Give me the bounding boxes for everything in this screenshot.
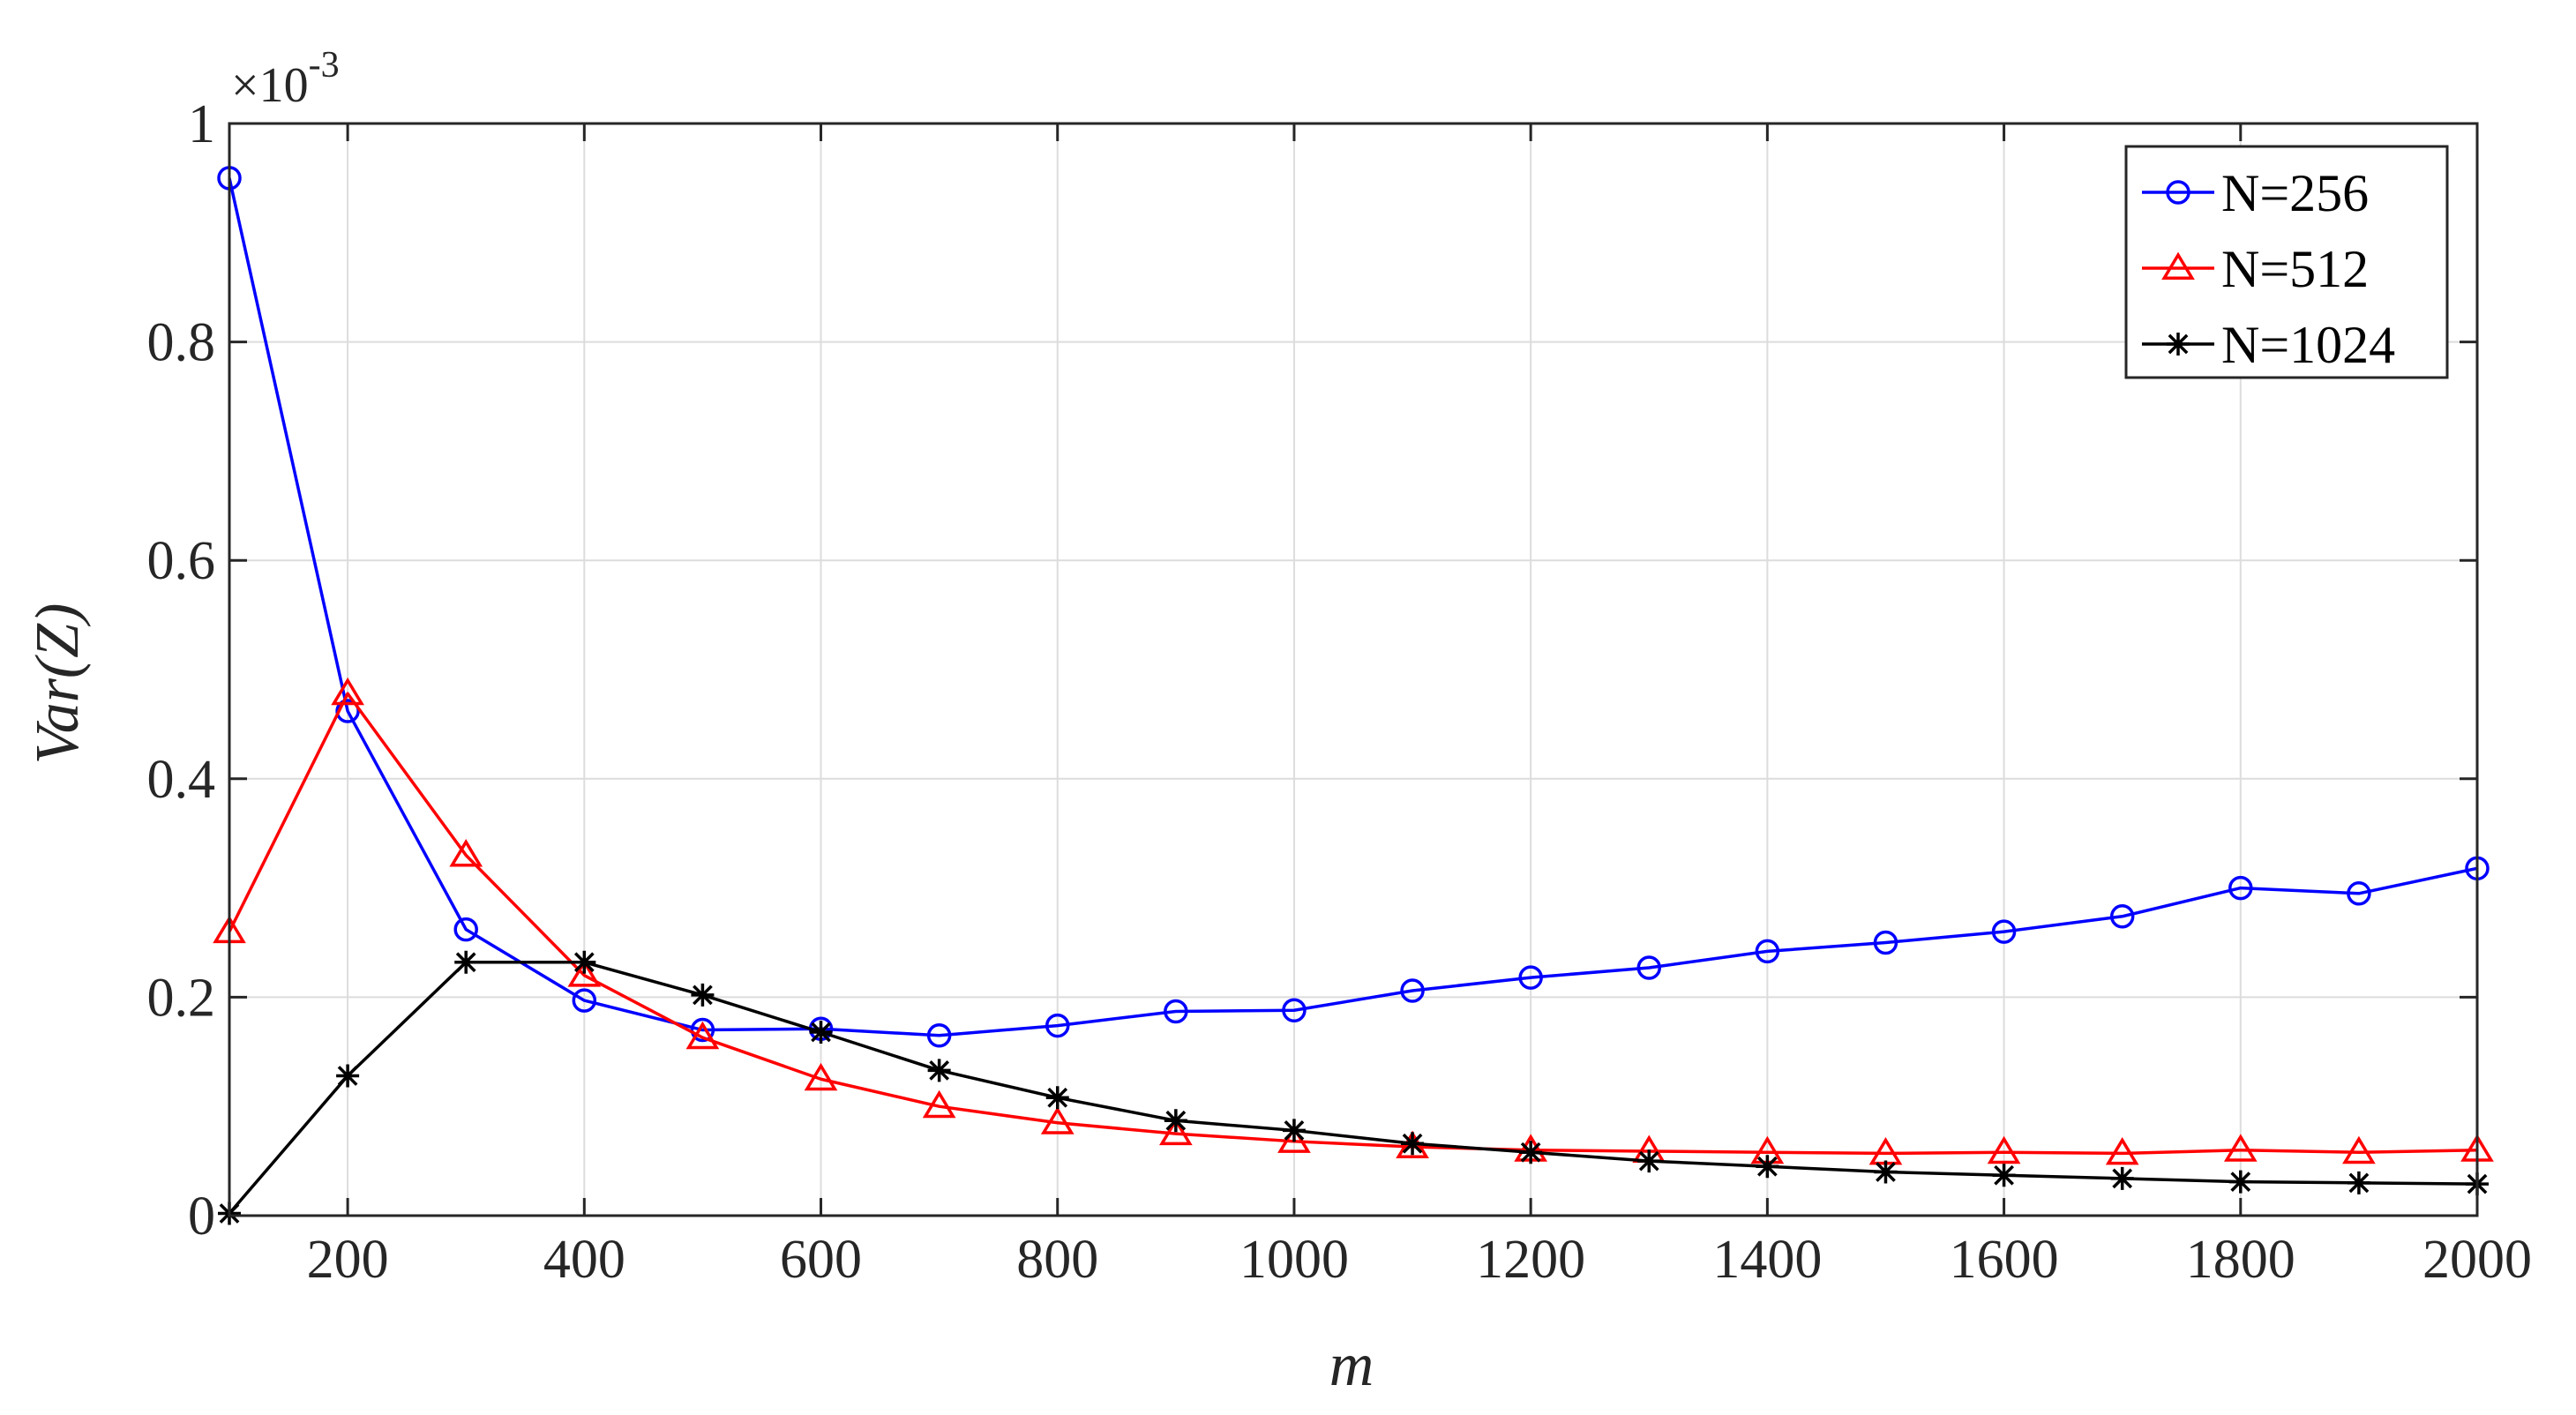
- data-point: [1519, 1141, 1543, 1164]
- x-axis: 200 400 600 800 1000 1200 1400 1600 1800 2000: [307, 124, 2532, 1290]
- data-point: [1040, 1106, 1075, 1134]
- data-point: [1400, 978, 1425, 1003]
- x-tick-label: 200: [307, 1230, 389, 1290]
- data-point: [1873, 930, 1898, 955]
- y-axis-label: Var(Z): [24, 603, 92, 765]
- y-tick-label: 0.4: [147, 750, 216, 810]
- data-point: [809, 1021, 833, 1044]
- plot-frame: [228, 122, 2479, 1217]
- data-point: [926, 1022, 952, 1048]
- data-point: [2228, 1170, 2252, 1194]
- data-point: [1282, 998, 1307, 1023]
- data-point: [573, 950, 596, 974]
- legend-marker: [2166, 180, 2190, 205]
- series-layer: [213, 166, 2494, 1225]
- legend-label: N=256: [2221, 164, 2369, 222]
- x-tick-label: 1600: [1950, 1230, 2059, 1290]
- y-tick-label: 0.2: [147, 968, 216, 1028]
- legend-entry: N=1024: [2142, 316, 2395, 374]
- data-point: [449, 839, 483, 867]
- data-point: [331, 677, 364, 706]
- x-tick-label: 1400: [1712, 1230, 1822, 1290]
- y-tick-label: 0: [188, 1187, 215, 1247]
- data-point: [922, 1089, 956, 1119]
- data-point: [1282, 1119, 1306, 1142]
- data-point: [453, 917, 478, 942]
- series-line: [228, 961, 2478, 1215]
- data-point: [572, 988, 597, 1013]
- data-point: [1756, 1155, 1779, 1179]
- data-point: [1164, 1109, 1187, 1133]
- legend-label: N=1024: [2221, 316, 2395, 374]
- data-point: [2223, 1134, 2258, 1162]
- data-point: [2342, 1135, 2376, 1164]
- x-tick-label: 2000: [2422, 1230, 2532, 1290]
- data-point: [567, 959, 602, 987]
- series-line: [228, 177, 2478, 1037]
- data-point: [1991, 919, 2017, 944]
- y-axis: 0 0.2 0.4 0.6 0.8 1: [147, 94, 2477, 1247]
- x-tick-label: 600: [780, 1230, 862, 1290]
- data-point: [1636, 955, 1662, 980]
- data-point: [2110, 1166, 2134, 1190]
- y-tick-label: 1: [188, 94, 215, 154]
- data-point: [2109, 904, 2135, 929]
- data-point: [335, 699, 360, 723]
- y-multiplier-exponent: -3: [309, 45, 340, 86]
- legend-marker: [2161, 251, 2195, 280]
- data-point: [1992, 1164, 2016, 1187]
- data-point: [2105, 1137, 2139, 1165]
- data-point: [2347, 881, 2371, 906]
- x-tick-label: 400: [543, 1230, 625, 1290]
- data-point: [1518, 965, 1543, 990]
- data-point: [1159, 1117, 1193, 1146]
- data-point: [1987, 1135, 2021, 1164]
- data-point: [1637, 1149, 1661, 1173]
- legend-label: N=512: [2221, 240, 2369, 298]
- series-line: [228, 692, 2478, 1156]
- data-point: [1164, 999, 1188, 1024]
- data-point: [2347, 1171, 2370, 1194]
- data-point: [691, 983, 715, 1007]
- legend-entry: N=512: [2142, 240, 2369, 298]
- data-point: [685, 1021, 720, 1050]
- data-point: [1401, 1132, 1425, 1156]
- data-point: [1277, 1125, 1311, 1153]
- y-multiplier-base: ×10: [231, 58, 309, 113]
- y-tick-label: 0.6: [147, 531, 216, 591]
- data-point: [2228, 875, 2253, 901]
- data-point: [804, 1062, 838, 1091]
- y-multiplier: ×10-3: [231, 45, 340, 113]
- x-tick-label: 1800: [2186, 1230, 2295, 1290]
- data-point: [1755, 939, 1780, 964]
- legend: N=256 N=512 N=1024: [2124, 145, 2449, 379]
- data-point: [336, 1064, 360, 1088]
- data-point: [1045, 1013, 1070, 1038]
- legend-marker: [2167, 333, 2190, 356]
- x-tick-label: 1200: [1476, 1230, 1585, 1290]
- x-tick-label: 1000: [1239, 1230, 1349, 1290]
- data-point: [1874, 1160, 1898, 1184]
- data-point: [454, 950, 478, 974]
- x-tick-label: 800: [1016, 1230, 1098, 1290]
- legend-entry: N=256: [2142, 164, 2369, 222]
- series-1: [217, 166, 2490, 1048]
- data-point: [1045, 1086, 1069, 1110]
- data-point: [690, 1017, 715, 1043]
- y-tick-label: 0.8: [147, 313, 216, 373]
- data-point: [927, 1059, 951, 1082]
- x-axis-label: m: [1329, 1331, 1374, 1399]
